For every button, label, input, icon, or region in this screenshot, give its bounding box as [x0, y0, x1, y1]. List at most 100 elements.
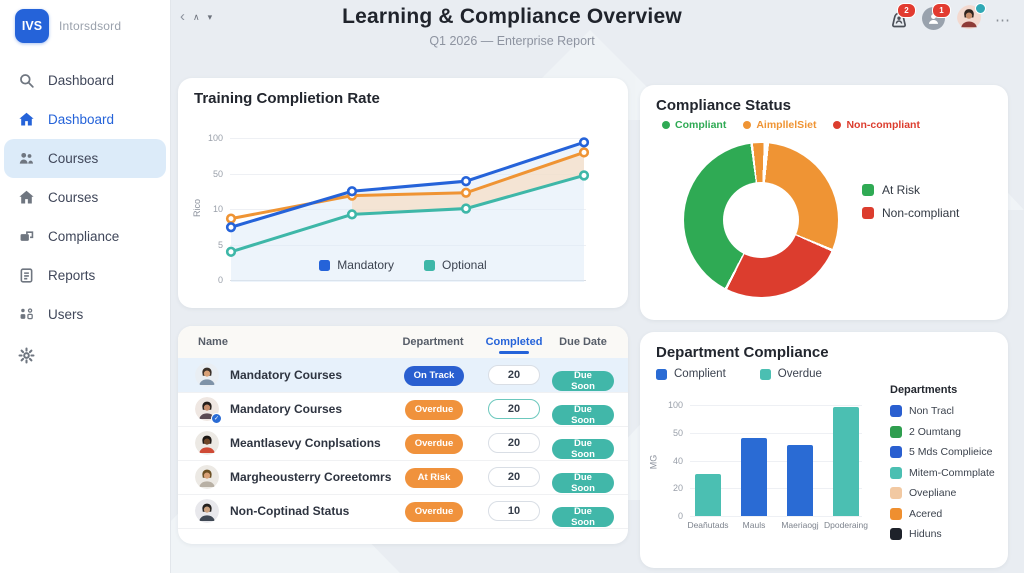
sidebar-item-users[interactable]: Users	[4, 295, 166, 334]
department-pill[interactable]: Overdue	[404, 433, 464, 454]
completed-cell: 20	[488, 433, 540, 453]
header-icons: 2 1 ⋯	[887, 2, 1012, 32]
legend-swatch	[319, 259, 331, 271]
table-row[interactable]: Non-Coptinad Status Overdue 10 Due Soon	[178, 494, 628, 529]
department-cell: Overdue	[398, 399, 470, 420]
page-title: Learning & Compliance Overview	[342, 5, 682, 28]
due-date-pill[interactable]: Due Soon	[552, 472, 614, 494]
sidebar-item-label: Dashboard	[48, 73, 115, 88]
sidebar-item-reports[interactable]: Reports	[4, 256, 166, 295]
donut-right-legend-at risk: At Risk	[862, 183, 959, 197]
user-avatar[interactable]	[957, 3, 986, 32]
legend-swatch	[862, 184, 874, 196]
logo-row[interactable]: IVS Intorsdsord	[0, 0, 170, 43]
department-cell: On Track	[398, 365, 470, 386]
sidebar-item-courses[interactable]: Courses	[4, 139, 166, 178]
sidebar-settings[interactable]	[4, 336, 166, 375]
sidebar-item-dashboard[interactable]: Dashboard	[4, 100, 166, 139]
column-header-name[interactable]: Name	[198, 336, 228, 348]
legend-dot	[833, 121, 842, 129]
completed-count[interactable]: 20	[488, 399, 540, 419]
departments-legend-title: Departments	[890, 384, 958, 396]
table-row[interactable]: Mandatory Courses On Track 20 Due Soon	[178, 358, 628, 393]
dept-legend-item: Hiduns	[890, 528, 995, 540]
due-date-cell: Due Soon	[552, 433, 614, 460]
due-date-pill[interactable]: Due Soon	[552, 404, 614, 426]
avatar	[195, 363, 219, 387]
table-row[interactable]: ✓ Mandatory Courses Overdue 20 Due Soon	[178, 392, 628, 427]
due-date-cell: Due Soon	[552, 467, 614, 494]
completed-count[interactable]: 20	[488, 365, 540, 385]
legend-label: Overdue	[777, 368, 822, 380]
sidebar-item-compliance[interactable]: Compliance	[4, 217, 166, 256]
legend-label: 5 Mds Complieice	[909, 446, 993, 458]
search-icon	[17, 71, 36, 90]
legend-label: Acered	[909, 507, 943, 520]
legend-label: AimpllelSiet	[756, 119, 817, 131]
y-tick-label: 50	[672, 427, 683, 438]
briefcase-icon	[17, 227, 36, 246]
department-pill[interactable]: On Track	[403, 365, 465, 386]
person-circle-icon[interactable]: 1	[922, 2, 951, 31]
sidebar-item-dashboard[interactable]: Dashboard	[4, 61, 166, 100]
legend-swatch	[890, 507, 902, 520]
table-row[interactable]: Meantlasevy Conplsations Overdue 20 Due Soo…	[178, 426, 628, 461]
donut-hole	[723, 182, 799, 258]
legend-label: Optional	[442, 258, 487, 272]
completed-count[interactable]: 10	[488, 501, 540, 521]
y-tick-label: 40	[672, 455, 683, 466]
completed-cell: 20	[488, 399, 540, 419]
x-tick-label: Deañutads	[687, 520, 729, 530]
department-pill[interactable]: Overdue	[404, 399, 464, 420]
sidebar-item-courses[interactable]: Courses	[4, 178, 166, 217]
completed-cell: 20	[488, 467, 540, 487]
more-menu-icon[interactable]: ⋯	[995, 12, 1012, 29]
due-date-cell: Due Soon	[552, 365, 614, 392]
completed-count[interactable]: 20	[488, 433, 540, 453]
dept-legend-item: Non Tracl	[890, 405, 995, 417]
column-header-department[interactable]: Department	[402, 336, 464, 348]
completed-count[interactable]: 20	[488, 467, 540, 487]
due-date-pill[interactable]: Due Soon	[552, 438, 614, 460]
legend-label: Mitem-Commplate	[909, 466, 995, 479]
legend-swatch	[890, 528, 902, 540]
completed-cell: 10	[488, 501, 540, 521]
up-chevron-icon[interactable]: ∧	[193, 12, 200, 22]
avatar	[195, 431, 219, 455]
legend-label: At Risk	[882, 183, 921, 197]
training-completion-card: Training Complietion Rate Rico 100 50 10 5 0…	[178, 78, 628, 308]
donut-chart	[684, 143, 838, 297]
message-badge: 1	[932, 2, 951, 18]
page-subtitle: Q1 2026 — Enterprise Report	[429, 34, 595, 48]
department-pill[interactable]: At Risk	[405, 467, 463, 488]
completed-cell: 20	[488, 365, 540, 385]
due-date-cell: Due Soon	[552, 501, 614, 528]
sidebar-item-label: Users	[48, 307, 84, 322]
status-dot	[975, 3, 986, 14]
department-pill[interactable]: Overdue	[404, 501, 464, 522]
bar-legend-complient: Complient	[656, 368, 726, 380]
down-caret-icon[interactable]: ▾	[207, 12, 213, 22]
row-name: Mandatory Courses	[230, 402, 343, 416]
due-date-pill[interactable]: Due Soon	[552, 370, 614, 392]
notifications-bell-icon[interactable]: 2	[887, 2, 916, 31]
department-cell: Overdue	[398, 501, 470, 522]
y-tick-label: 100	[667, 400, 683, 410]
legend-swatch	[424, 259, 435, 271]
legend-label: 2 Oumtang	[909, 425, 961, 438]
bar-legend-top: Complient Overdue	[656, 368, 822, 380]
column-header-completed[interactable]: Completed	[469, 336, 559, 348]
table-row[interactable]: Margheousterry Coreetomrs At Risk 20 Due So…	[178, 460, 628, 495]
home-icon	[17, 188, 36, 207]
line-chart-legend: Mandatory Optional	[178, 258, 628, 272]
bar-chart-ylabel: MG	[648, 454, 659, 470]
y-tick-label: 0	[217, 275, 223, 285]
back-chevron-icon[interactable]: ‹	[180, 8, 185, 25]
due-date-pill[interactable]: Due Soon	[552, 506, 614, 528]
y-tick-label: 0	[677, 511, 683, 521]
sidebar-nav: Dashboard Dashboard Courses Courses Complian…	[0, 61, 170, 375]
legend-swatch	[890, 446, 902, 458]
column-header-due-date[interactable]: Due Date	[559, 336, 607, 348]
legend-label: Compliant	[675, 119, 727, 131]
legend-swatch	[656, 368, 667, 380]
